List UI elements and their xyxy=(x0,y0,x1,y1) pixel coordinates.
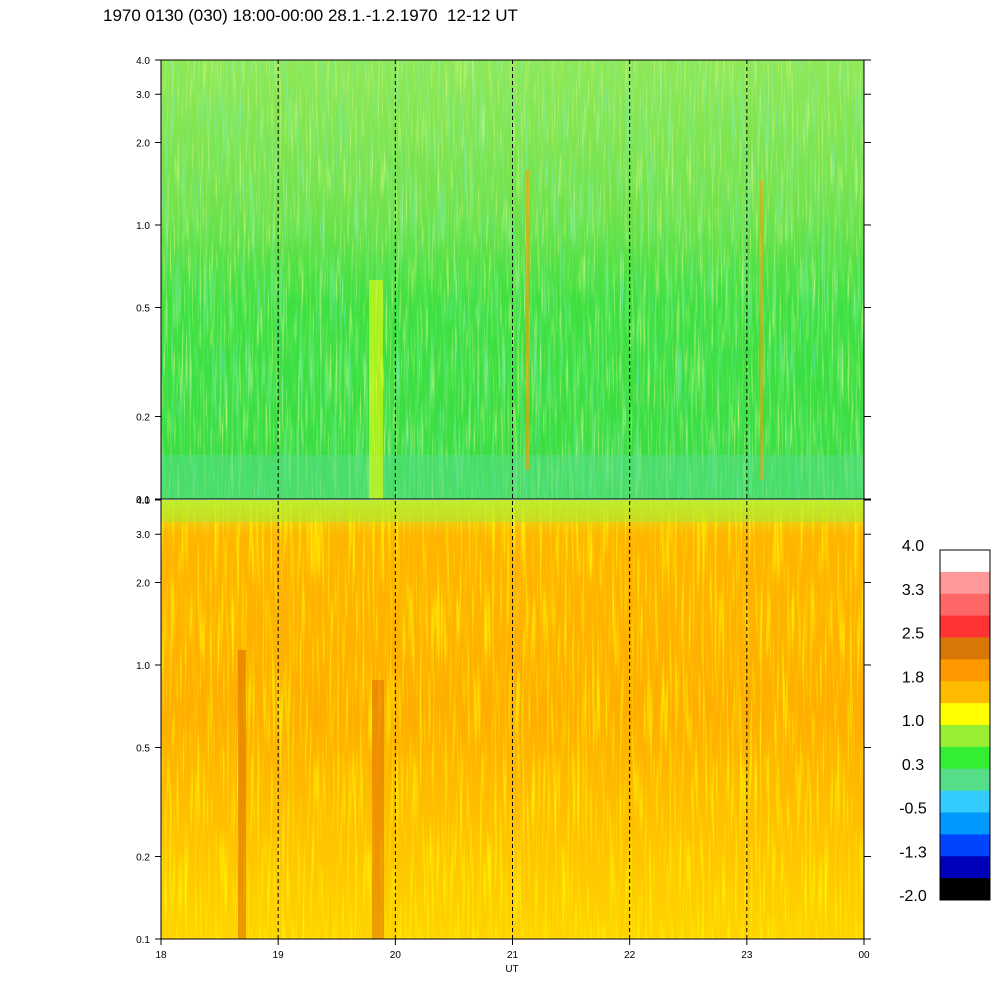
colorbar-label-6: -0.5 xyxy=(899,801,927,818)
x-axis-ticks: 18 19 20 21 22 23 00 xyxy=(155,939,870,961)
upper-y-tick-label-1: 0.2 xyxy=(136,413,150,424)
colorbar-label-1: 3.3 xyxy=(902,582,924,599)
lower-y-tick-label-0: 0.1 xyxy=(136,935,150,946)
colorbar-swatch-11 xyxy=(940,790,990,813)
lower-y-tick-label-1: 0.2 xyxy=(136,853,150,864)
lower-y-tick-label-5: 3.0 xyxy=(136,530,150,541)
colorbar-label-0: 4.0 xyxy=(902,538,924,555)
colorbar xyxy=(939,549,991,901)
x-tick-label-6: 00 xyxy=(858,950,870,961)
x-tick-label-5: 23 xyxy=(741,950,753,961)
upper-panel-yellow-streak xyxy=(369,280,383,499)
upper-y-tick-label-3: 1.0 xyxy=(136,221,150,232)
upper-y-tick-label-5: 3.0 xyxy=(136,90,150,101)
x-tick-label-0: 18 xyxy=(155,950,167,961)
colorbar-swatch-1 xyxy=(940,571,990,595)
colorbar-swatch-6 xyxy=(940,681,990,704)
upper-y-tick-label-0: 0.1 xyxy=(136,495,150,506)
colorbar-swatch-9 xyxy=(940,746,990,770)
colorbar-labels: 4.0 3.3 2.5 1.8 1.0 0.3 -0.5 -1.3 -2.0 xyxy=(899,538,927,905)
colorbar-swatch-12 xyxy=(940,812,990,835)
colorbar-swatch-14 xyxy=(940,856,990,879)
lower-panel-dark-streak xyxy=(238,650,246,939)
lower-y-tick-label-6: 4.0 xyxy=(136,496,150,507)
colorbar-label-8: -2.0 xyxy=(899,888,927,905)
colorbar-label-4: 1.0 xyxy=(902,713,924,730)
colorbar-label-7: -1.3 xyxy=(899,844,927,861)
x-tick-label-1: 19 xyxy=(273,950,285,961)
colorbar-label-2: 2.5 xyxy=(902,626,924,643)
y-axis-ticks-lower: 0.1 0.2 0.5 1.0 2.0 3.0 4.0 xyxy=(136,496,871,946)
x-axis-label: UT xyxy=(505,964,518,975)
colorbar-swatch-2 xyxy=(940,593,990,617)
colorbar-swatch-0 xyxy=(940,550,990,573)
lower-y-tick-label-3: 1.0 xyxy=(136,661,150,672)
upper-panel-orange-streak xyxy=(526,170,529,470)
lower-panel-dark-streak-2 xyxy=(372,680,384,939)
x-tick-label-4: 22 xyxy=(624,950,636,961)
colorbar-label-3: 1.8 xyxy=(902,669,924,686)
x-tick-label-2: 20 xyxy=(390,950,402,961)
colorbar-swatch-8 xyxy=(940,725,990,748)
colorbar-swatch-7 xyxy=(940,703,990,726)
colorbar-swatch-3 xyxy=(940,615,990,638)
page-title: 1970 0130 (030) 18:00-00:00 28.1.-1.2.19… xyxy=(103,6,518,25)
colorbar-swatch-13 xyxy=(940,834,990,857)
colorbar-swatch-10 xyxy=(940,768,990,792)
upper-y-tick-label-6: 4.0 xyxy=(136,56,150,67)
upper-panel-orange-streak-2 xyxy=(760,180,763,480)
colorbar-swatch-5 xyxy=(940,659,990,682)
lower-y-tick-label-4: 2.0 xyxy=(136,578,150,589)
colorbar-label-5: 0.3 xyxy=(902,757,924,774)
colorbar-swatch-15 xyxy=(940,878,990,901)
upper-y-tick-label-2: 0.5 xyxy=(136,303,150,314)
y-axis-ticks-upper: 0.1 0.2 0.5 1.0 2.0 3.0 4.0 xyxy=(136,56,871,506)
x-tick-label-3: 21 xyxy=(507,950,519,961)
upper-y-tick-label-4: 2.0 xyxy=(136,138,150,149)
lower-y-tick-label-2: 0.5 xyxy=(136,743,150,754)
colorbar-frame xyxy=(939,549,991,901)
colorbar-swatch-4 xyxy=(940,637,990,660)
